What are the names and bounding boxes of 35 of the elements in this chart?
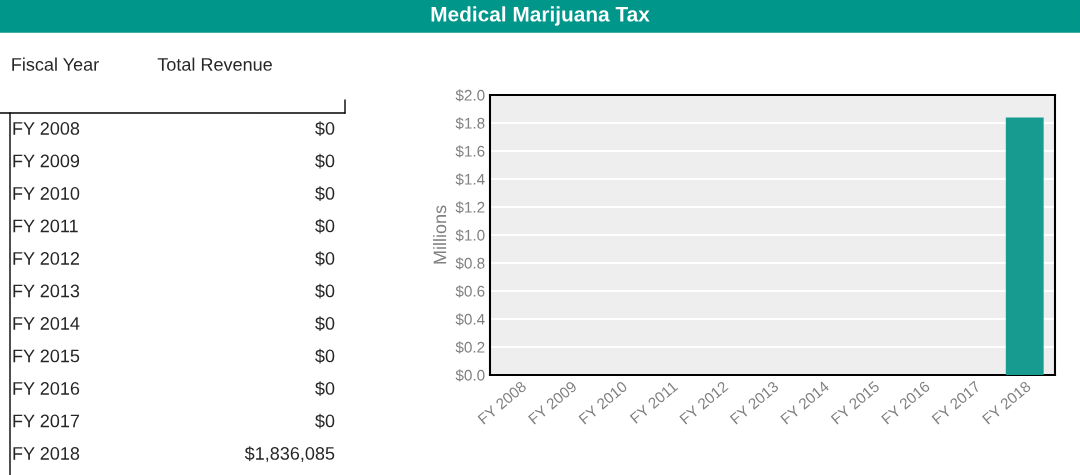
- text: $0: [315, 381, 335, 396]
- y-tick-label: $1.4: [455, 173, 485, 186]
- text: FY 2010: [13, 187, 80, 200]
- y-tick-label: $1.2: [455, 201, 485, 214]
- y-tick-label: $1.8: [455, 117, 485, 130]
- y-tick-label: $0.8: [455, 257, 485, 270]
- y-tick-label: $0.2: [455, 341, 485, 354]
- y-tick-label: $0.6: [455, 285, 485, 298]
- y-tick-label: $1.0: [455, 229, 485, 242]
- text: Fiscal Year: [12, 57, 99, 71]
- y-tick-label: $2.0: [455, 89, 485, 102]
- text: $0: [315, 283, 335, 299]
- text: $0: [315, 316, 335, 331]
- text: $1,836,085: [244, 446, 335, 462]
- text: $0: [315, 153, 335, 169]
- text: FY 2008: [13, 122, 80, 135]
- text: FY 2013: [13, 284, 80, 298]
- y-tick-label: $0.4: [455, 313, 485, 326]
- text: $0: [315, 186, 335, 201]
- text: $0: [315, 251, 335, 266]
- chart-title: Medical Marijuana Tax: [431, 6, 650, 26]
- text: Total Revenue: [157, 57, 272, 71]
- y-tick-label: $0.0: [455, 369, 485, 382]
- y-tick-label: $1.6: [455, 145, 485, 158]
- text: FY 2011: [13, 219, 78, 233]
- text: $0: [315, 218, 335, 234]
- text: FY 2014: [13, 317, 80, 330]
- text: FY 2018: [13, 447, 80, 460]
- text: FY 2015: [13, 349, 80, 363]
- text: $0: [315, 121, 335, 136]
- text: $0: [315, 348, 335, 364]
- y-axis-title: Millions: [433, 205, 447, 264]
- text: FY 2009: [13, 154, 80, 168]
- text: $0: [315, 413, 335, 429]
- text: FY 2012: [13, 252, 80, 265]
